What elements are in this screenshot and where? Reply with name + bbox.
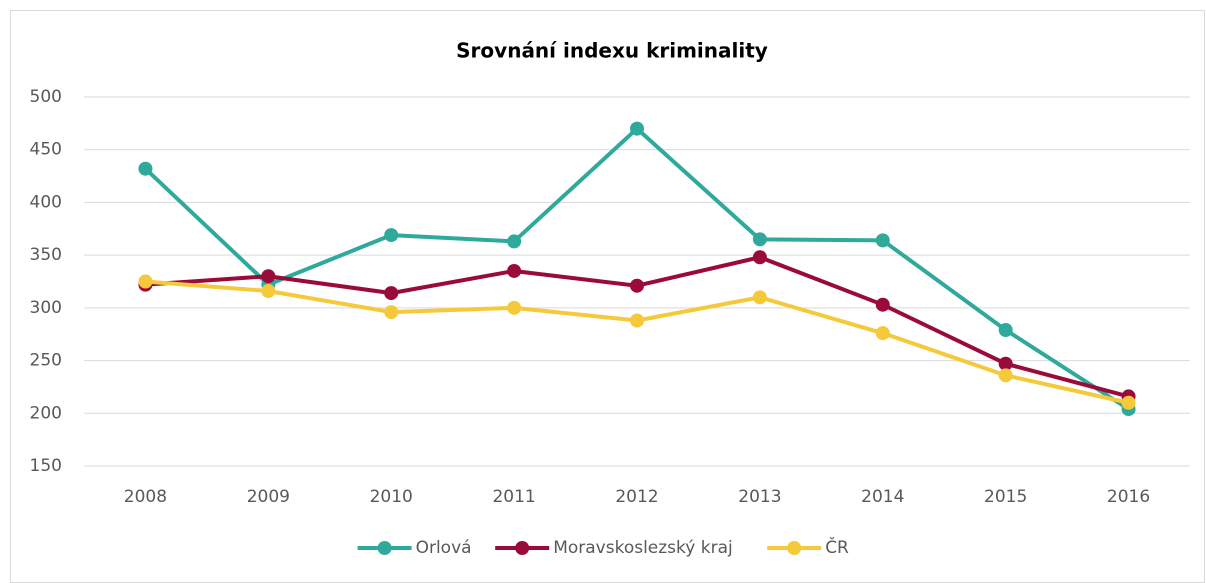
x-tick-label: 2009 xyxy=(247,487,290,507)
series-marker xyxy=(752,290,767,305)
series-marker xyxy=(138,274,153,289)
x-tick-label: 2013 xyxy=(738,487,781,507)
series-marker xyxy=(875,326,890,341)
legend-label: Moravskoslezský kraj xyxy=(553,538,733,558)
legend-marker xyxy=(787,541,802,555)
series-marker xyxy=(261,283,276,298)
series-marker xyxy=(507,234,522,249)
y-tick-label: 350 xyxy=(30,245,62,265)
series-marker xyxy=(384,228,399,243)
y-tick-label: 450 xyxy=(30,140,62,160)
chart-title: Srovnání indexu kriminality xyxy=(456,39,768,63)
y-tick-label: 250 xyxy=(30,351,62,371)
x-tick-label: 2015 xyxy=(984,487,1027,507)
series-marker xyxy=(384,305,399,320)
x-tick-label: 2016 xyxy=(1107,487,1150,507)
y-tick-label: 300 xyxy=(30,298,62,318)
legend-label: ČR xyxy=(825,536,849,558)
series-marker xyxy=(261,269,276,284)
y-tick-label: 400 xyxy=(30,192,62,212)
y-tick-label: 150 xyxy=(30,456,62,476)
y-tick-label: 500 xyxy=(30,87,62,107)
legend-marker xyxy=(377,541,392,555)
chart-frame xyxy=(10,10,1205,583)
y-tick-label: 200 xyxy=(30,403,62,423)
x-tick-label: 2012 xyxy=(615,487,658,507)
series-marker xyxy=(998,322,1013,337)
series-marker xyxy=(875,233,890,248)
legend-label: Orlová xyxy=(416,538,472,558)
series-marker xyxy=(998,356,1013,371)
legend-marker xyxy=(515,541,530,555)
series-marker xyxy=(384,286,399,301)
series-marker xyxy=(138,161,153,176)
series-marker xyxy=(752,250,767,265)
series-marker xyxy=(1121,395,1136,410)
series-marker xyxy=(630,313,644,328)
series-marker xyxy=(875,297,890,312)
series-marker xyxy=(507,300,522,315)
series-marker xyxy=(507,263,522,278)
series-marker xyxy=(630,121,644,136)
x-tick-label: 2008 xyxy=(124,487,167,507)
series-marker xyxy=(998,368,1013,383)
series-marker xyxy=(752,232,767,247)
x-tick-label: 2010 xyxy=(370,487,413,507)
x-tick-label: 2014 xyxy=(861,487,904,507)
x-tick-label: 2011 xyxy=(492,487,535,507)
series-marker xyxy=(630,278,644,293)
